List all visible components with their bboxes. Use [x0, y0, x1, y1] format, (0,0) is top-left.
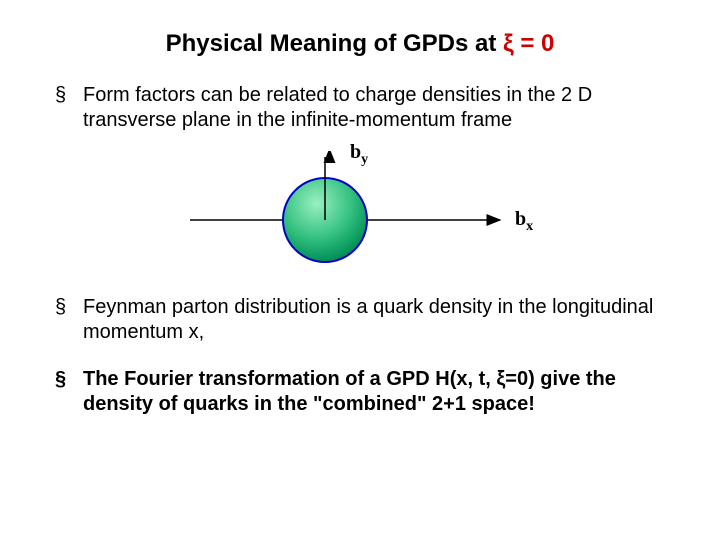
- bullet-item: Feynman parton distribution is a quark d…: [55, 295, 665, 345]
- page-title: Physical Meaning of GPDs at ξ = 0: [0, 0, 720, 58]
- bullet-text: Feynman parton distribution is a quark d…: [83, 296, 653, 343]
- title-prefix: Physical Meaning of GPDs at: [166, 30, 503, 57]
- bullet-item: The Fourier transformation of a GPD H(x,…: [55, 367, 665, 417]
- bullet-text: Form factors can be related to charge de…: [83, 84, 592, 131]
- bullet-item: Form factors can be related to charge de…: [55, 83, 665, 133]
- bx-label: bx: [515, 208, 533, 235]
- by-label: by: [350, 141, 368, 168]
- bullet-text: The Fourier transformation of a GPD H(x,…: [83, 368, 616, 415]
- title-suffix: ξ = 0: [503, 30, 554, 57]
- bullet-list: Form factors can be related to charge de…: [0, 58, 720, 417]
- transverse-plane-diagram: by bx: [160, 145, 560, 285]
